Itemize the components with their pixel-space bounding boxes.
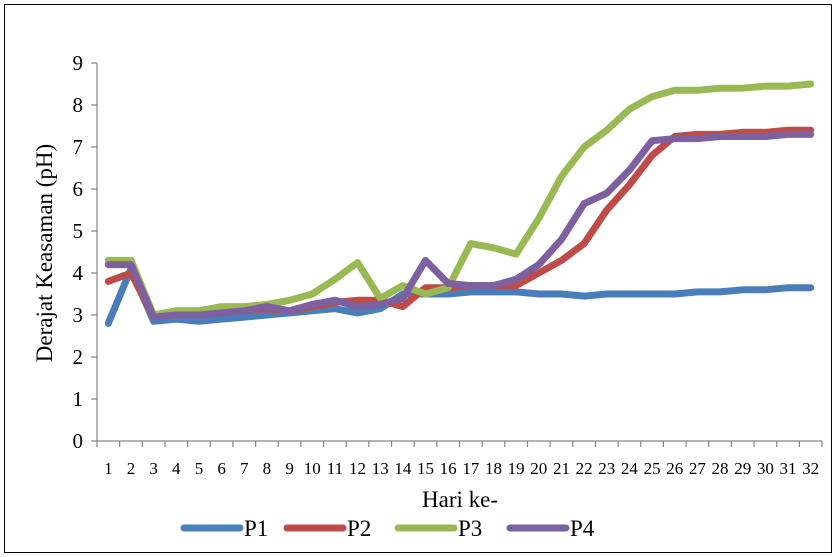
x-tick-label: 9 — [285, 459, 294, 478]
y-tick-label: 0 — [73, 429, 84, 453]
legend-item-p2: P2 — [283, 516, 371, 541]
y-tick-label: 8 — [73, 93, 84, 117]
x-tick-label: 5 — [195, 459, 204, 478]
x-tick-label: 25 — [644, 459, 661, 478]
legend: P1 P2 P3 P4 — [180, 516, 595, 541]
x-tick-label: 17 — [462, 459, 480, 478]
legend-label: P3 — [458, 516, 482, 541]
x-tick-label: 18 — [485, 459, 502, 478]
x-tick-label: 6 — [217, 459, 226, 478]
x-tick-label: 20 — [530, 459, 547, 478]
legend-label: P1 — [244, 516, 268, 541]
x-tick-label: 24 — [621, 459, 639, 478]
x-tick-label: 4 — [172, 459, 181, 478]
x-tick-label: 16 — [440, 459, 457, 478]
x-tick-label: 11 — [327, 459, 343, 478]
x-tick-label: 13 — [372, 459, 389, 478]
x-tick-label: 22 — [576, 459, 593, 478]
y-tick-label: 3 — [73, 303, 84, 327]
y-axis-title: Derajat Keasaman (pH) — [32, 144, 57, 362]
x-tick-label: 26 — [666, 459, 683, 478]
x-tick-label: 31 — [780, 459, 797, 478]
x-tick-label: 12 — [349, 459, 366, 478]
legend-label: P2 — [347, 516, 371, 541]
x-tick-label: 30 — [757, 459, 774, 478]
y-tick-label: 5 — [73, 219, 84, 243]
series-layer — [104, 80, 815, 327]
x-tick-label: 2 — [127, 459, 136, 478]
series-line-p3 — [104, 80, 815, 319]
x-tick-label: 29 — [734, 459, 751, 478]
y-tick-label: 1 — [73, 387, 84, 411]
x-tick-label: 27 — [689, 459, 707, 478]
x-tick-label: 14 — [394, 459, 412, 478]
x-tick-label: 23 — [598, 459, 615, 478]
y-tick-label: 2 — [73, 345, 84, 369]
x-tick-label: 3 — [149, 459, 158, 478]
x-tick-label: 8 — [263, 459, 272, 478]
legend-label: P4 — [570, 516, 595, 541]
y-tick-label: 7 — [73, 135, 84, 159]
x-tick-label: 7 — [240, 459, 249, 478]
x-tick-label: 10 — [304, 459, 321, 478]
x-tick-label: 21 — [553, 459, 570, 478]
legend-item-p3: P3 — [394, 516, 482, 541]
x-axis-title: Hari ke- — [422, 487, 498, 512]
legend-item-p1: P1 — [180, 516, 268, 541]
x-tick-label: 15 — [417, 459, 434, 478]
series-line-p1 — [104, 265, 815, 327]
y-tick-label: 4 — [73, 261, 84, 285]
series-line-p4 — [104, 130, 815, 321]
legend-item-p4: P4 — [506, 516, 595, 541]
x-tick-label: 28 — [712, 459, 729, 478]
y-tick-label: 9 — [73, 51, 84, 75]
y-tick-label: 6 — [73, 177, 84, 201]
x-tick-label: 19 — [508, 459, 525, 478]
x-tick-label: 1 — [104, 459, 113, 478]
x-tick-label: 32 — [802, 459, 819, 478]
